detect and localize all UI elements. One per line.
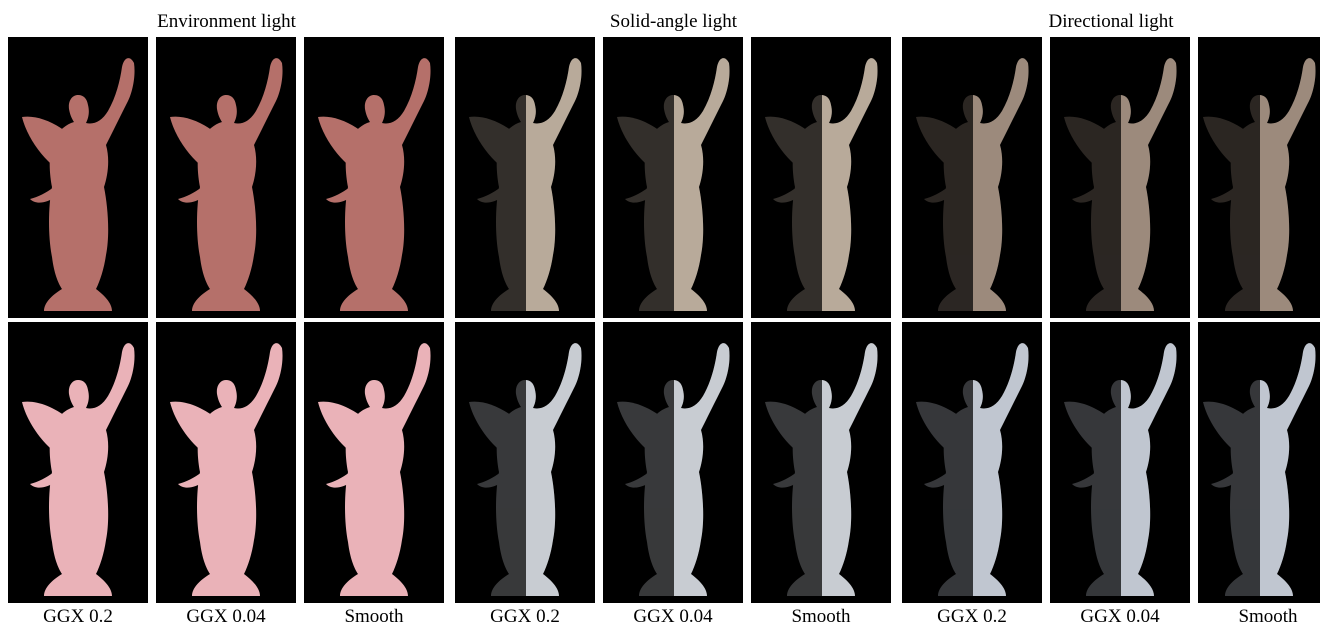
statue-lit-region: [674, 58, 730, 311]
render-panel: [603, 37, 743, 318]
render-panel: [455, 37, 595, 318]
render-panel: [902, 37, 1042, 318]
angel-statue-render: [8, 322, 148, 603]
render-panel: [8, 37, 148, 318]
column-label: GGX 0.2: [937, 606, 1007, 627]
render-panel: [455, 322, 595, 603]
angel-statue-render: [1050, 37, 1190, 318]
angel-statue-render: [455, 322, 595, 603]
group-title-environment: Environment light: [157, 11, 296, 32]
render-panel: [1050, 37, 1190, 318]
statue-lit-region: [318, 58, 431, 311]
statue-lit-region: [1260, 58, 1316, 311]
statue-lit-region: [170, 343, 283, 596]
column-label: Smooth: [1238, 606, 1298, 627]
angel-statue-render: [751, 37, 891, 318]
render-panel: [304, 322, 444, 603]
statue-lit-region: [22, 58, 135, 311]
statue-lit-region: [973, 58, 1029, 311]
angel-statue-render: [1198, 37, 1320, 318]
column-label: Smooth: [791, 606, 851, 627]
statue-lit-region: [674, 343, 730, 596]
angel-statue-render: [1198, 322, 1320, 603]
statue-lit-region: [1121, 58, 1177, 311]
column-label: GGX 0.2: [490, 606, 560, 627]
group-title-solid-angle: Solid-angle light: [609, 11, 738, 32]
statue-lit-region: [22, 343, 135, 596]
statue-lit-region: [1260, 343, 1316, 596]
render-panel: [1198, 37, 1320, 318]
column-label: Smooth: [344, 606, 404, 627]
angel-statue-render: [156, 37, 296, 318]
statue-lit-region: [822, 343, 878, 596]
column-label: GGX 0.04: [633, 606, 713, 627]
render-panel: [1050, 322, 1190, 603]
angel-statue-render: [603, 37, 743, 318]
statue-lit-region: [526, 343, 582, 596]
column-label: GGX 0.04: [1080, 606, 1160, 627]
angel-statue-render: [902, 322, 1042, 603]
render-panel: [156, 37, 296, 318]
angel-statue-render: [455, 37, 595, 318]
render-panel: [156, 322, 296, 603]
angel-statue-render: [751, 322, 891, 603]
statue-lit-region: [318, 343, 431, 596]
render-panel: [1198, 322, 1320, 603]
render-panel: [751, 322, 891, 603]
render-panel: [8, 322, 148, 603]
statue-lit-region: [526, 58, 582, 311]
angel-statue-render: [304, 37, 444, 318]
render-panel: [751, 37, 891, 318]
statue-lit-region: [973, 343, 1029, 596]
angel-statue-render: [156, 322, 296, 603]
render-panel: [603, 322, 743, 603]
statue-lit-region: [170, 58, 283, 311]
group-title-directional: Directional light: [1048, 11, 1174, 32]
angel-statue-render: [1050, 322, 1190, 603]
angel-statue-render: [304, 322, 444, 603]
statue-lit-region: [1121, 343, 1177, 596]
render-panel: [902, 322, 1042, 603]
column-label: GGX 0.04: [186, 606, 266, 627]
angel-statue-render: [603, 322, 743, 603]
column-label: GGX 0.2: [43, 606, 113, 627]
angel-statue-render: [8, 37, 148, 318]
angel-statue-render: [902, 37, 1042, 318]
statue-lit-region: [822, 58, 878, 311]
render-panel: [304, 37, 444, 318]
